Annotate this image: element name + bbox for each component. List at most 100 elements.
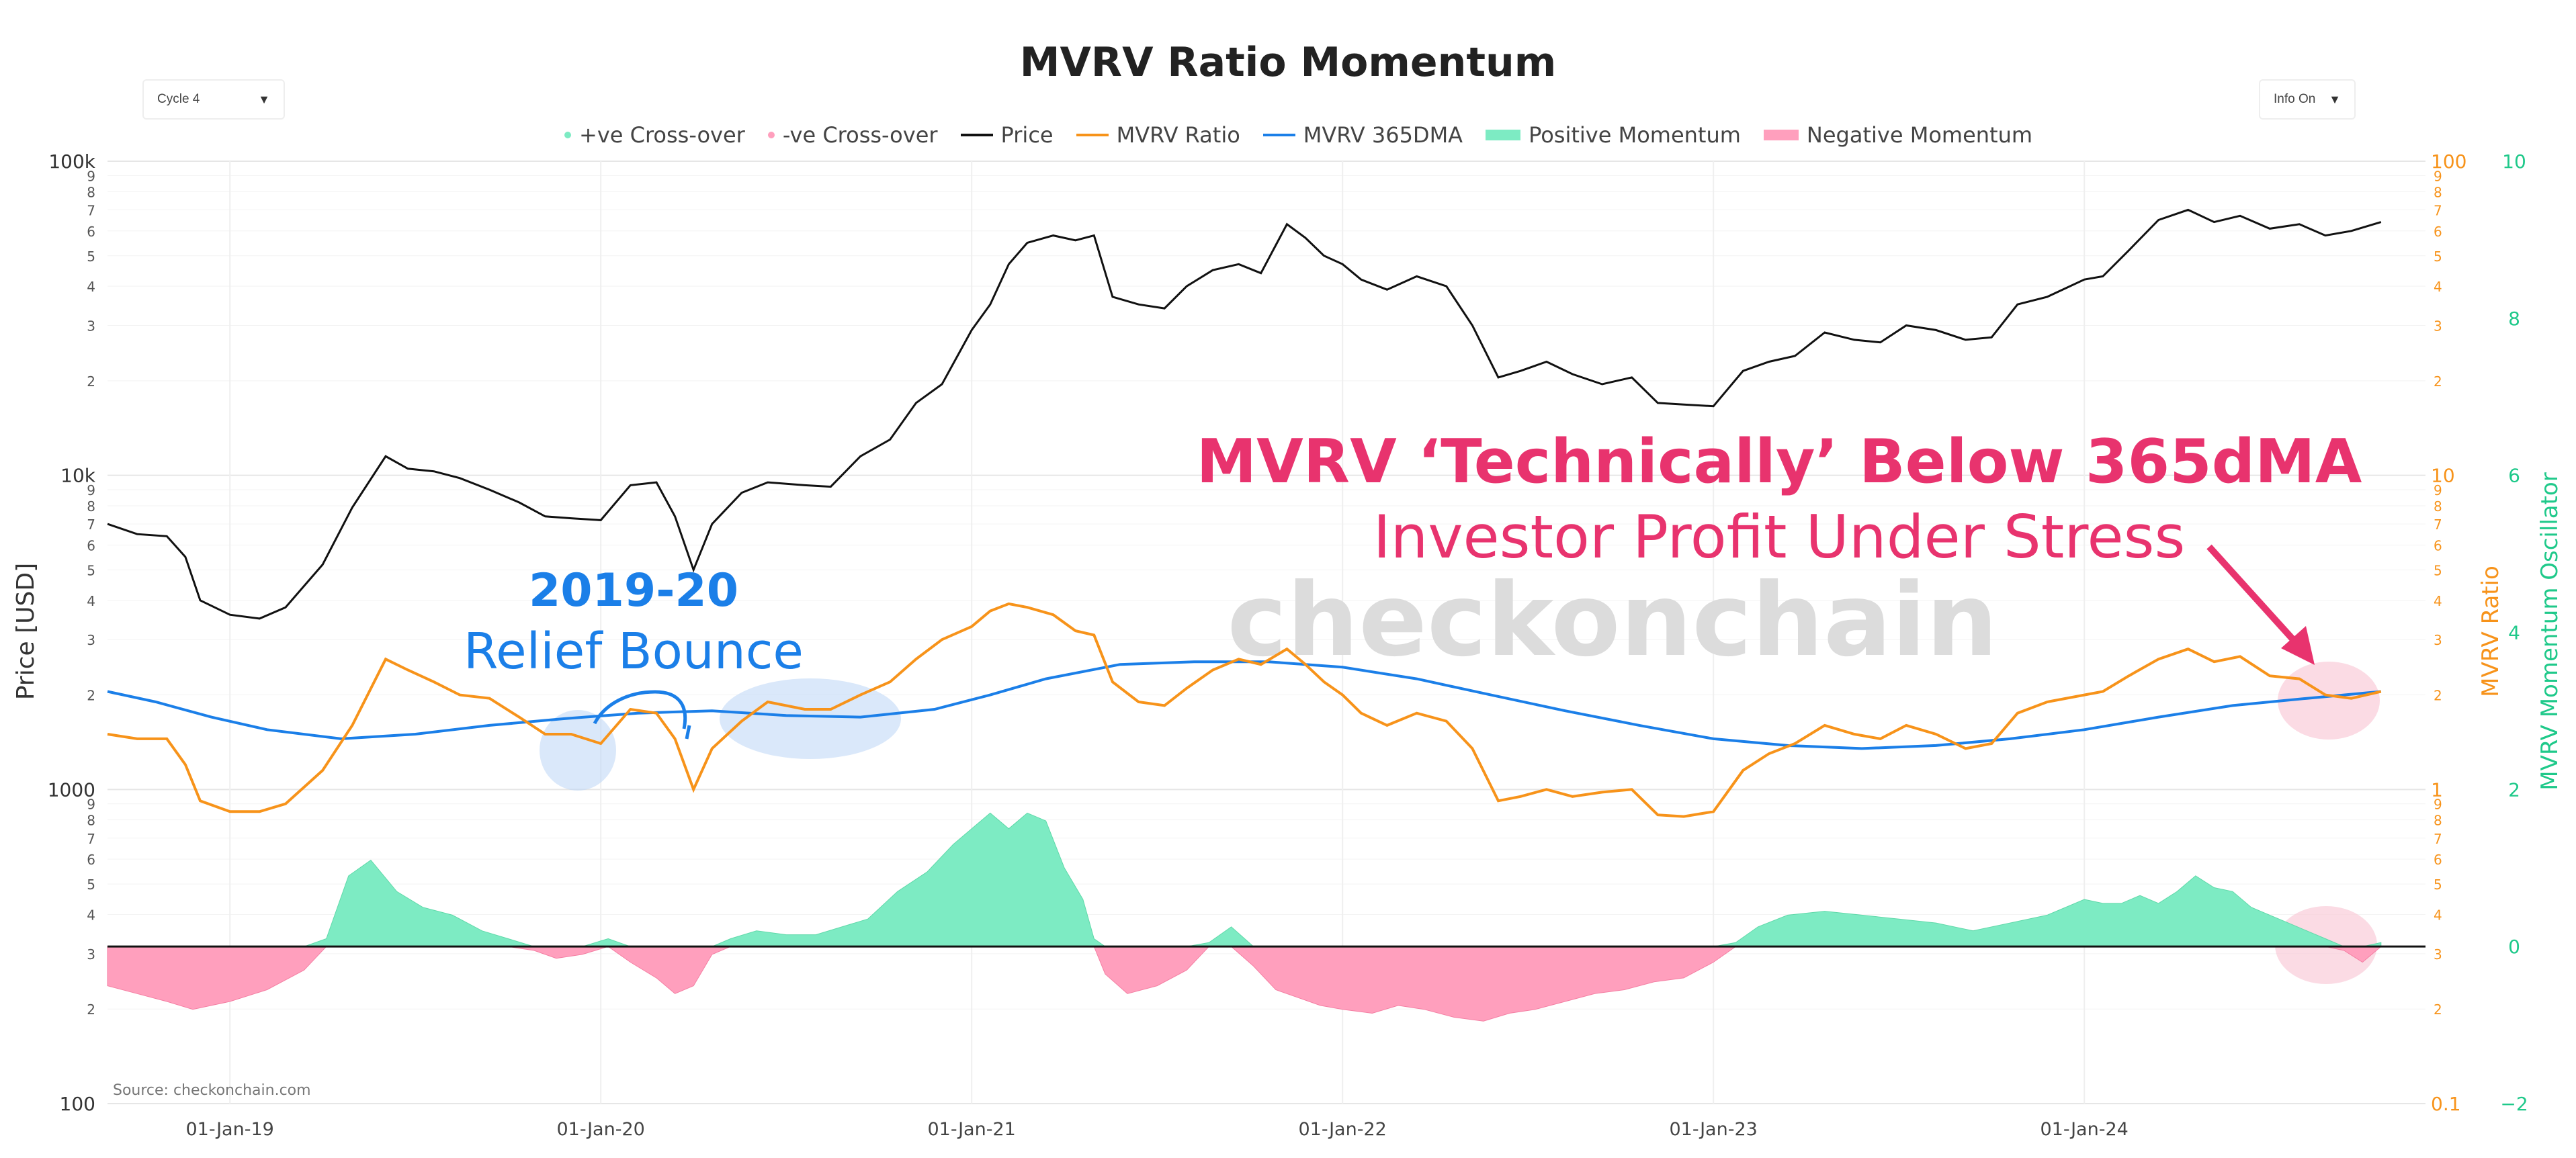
right-mvrv-minor-tick-label: 3 [2434, 946, 2442, 963]
annotations: 2019-20 Relief Bounce MVRV ‘Technically’… [464, 427, 2362, 740]
right-mvrv-minor-tick-label: 4 [2434, 907, 2442, 923]
left-minor-tick-label: 2 [87, 1001, 95, 1018]
right-mvrv-minor-tick-label: 4 [2434, 279, 2442, 295]
left-major-tick-label: 100k [48, 150, 95, 173]
left-minor-tick-label: 5 [87, 562, 95, 578]
left-minor-tick-label: 8 [87, 498, 95, 515]
legend-label: MVRV 365DMA [1303, 122, 1463, 148]
left-minor-tick-label: 7 [87, 202, 95, 218]
left-minor-tick-label: 2 [87, 373, 95, 390]
source-text: Source: checkonchain.com [113, 1082, 311, 1099]
negative-momentum-area [107, 946, 2382, 1022]
x-tick-label: 01-Jan-19 [185, 1119, 273, 1140]
right-mvrv-minor-tick-label: 5 [2434, 249, 2442, 265]
left-minor-tick-label: 8 [87, 184, 95, 200]
legend-swatch [1076, 134, 1109, 136]
left-minor-tick-label: 7 [87, 517, 95, 533]
legend-swatch [767, 132, 775, 138]
left-axis-title: Price [USD] [12, 563, 40, 700]
legend-item-price[interactable]: Price [960, 122, 1054, 148]
right-osc-tick-label: 0 [2508, 936, 2520, 958]
info-select[interactable]: Info On ▼ [2259, 79, 2356, 120]
hand-drawn-arc [593, 690, 687, 729]
price-line [107, 208, 2382, 620]
right-mvrv-minor-tick-label: 3 [2434, 632, 2442, 648]
left-major-tick-label: 10k [60, 465, 96, 487]
left-minor-tick-label: 9 [87, 482, 95, 498]
right-mvrv-minor-tick-label: 6 [2434, 852, 2442, 868]
right-mvrv-minor-tick-label: 8 [2434, 813, 2442, 829]
right-axis-title-mvrv: MVRV Ratio [2477, 566, 2504, 697]
left-minor-tick-label: 3 [87, 946, 95, 963]
right-mvrv-minor-tick-label: 4 [2434, 593, 2442, 609]
right-mvrv-major-tick-label: 10 [2431, 465, 2455, 487]
x-tick-label: 01-Jan-22 [1298, 1119, 1386, 1140]
right-mvrv-minor-tick-label: 9 [2434, 797, 2442, 813]
legend-item-mvrv[interactable]: MVRV Ratio [1076, 122, 1240, 148]
right-mvrv-minor-tick-label: 5 [2434, 562, 2442, 578]
right-mvrv-minor-tick-label: 7 [2434, 517, 2442, 533]
x-tick-label: 01-Jan-23 [1669, 1119, 1757, 1140]
x-tick-label: 01-Jan-20 [556, 1119, 644, 1140]
left-major-tick-label: 100 [60, 1093, 95, 1115]
left-minor-tick-label: 9 [87, 797, 95, 813]
left-minor-tick-label: 8 [87, 813, 95, 829]
right-mvrv-minor-tick-label: 7 [2434, 831, 2442, 847]
legend-item-neg-crossover[interactable]: -ve Cross-over [767, 122, 938, 148]
left-minor-tick-label: 4 [87, 593, 95, 609]
series-lines [107, 208, 2382, 818]
legend-item-positive[interactable]: Positive Momentum [1486, 122, 1741, 148]
annotation-relief-bounce: Relief Bounce [464, 623, 804, 680]
x-tick-label: 01-Jan-24 [2040, 1119, 2128, 1140]
cycle-select-value: Cycle 4 [157, 92, 200, 106]
left-minor-tick-label: 5 [87, 877, 95, 893]
right-mvrv-minor-tick-label: 2 [2434, 1001, 2442, 1018]
right-mvrv-minor-tick-label: 8 [2434, 184, 2442, 200]
highlight-ellipse-blue [540, 710, 616, 791]
right-osc-tick-label: 2 [2508, 778, 2520, 801]
left-minor-tick-label: 4 [87, 279, 95, 295]
left-minor-tick-label: 3 [87, 632, 95, 648]
left-minor-tick-label: 9 [87, 168, 95, 184]
right-mvrv-minor-tick-label: 7 [2434, 202, 2442, 218]
right-osc-tick-label: 4 [2508, 622, 2520, 644]
chevron-down-icon: ▼ [2329, 92, 2341, 106]
oscillator-area [107, 812, 2425, 1022]
legend-label: +ve Cross-over [579, 122, 745, 148]
right-mvrv-major-tick-label: 0.1 [2431, 1093, 2461, 1115]
left-minor-tick-label: 3 [87, 318, 95, 335]
right-mvrv-major-tick-label: 1 [2431, 778, 2443, 801]
right-mvrv-minor-tick-label: 6 [2434, 537, 2442, 553]
right-mvrv-minor-tick-label: 6 [2434, 224, 2442, 240]
right-mvrv-minor-tick-label: 5 [2434, 877, 2442, 893]
legend-label: MVRV Ratio [1116, 122, 1240, 148]
legend-swatch [1763, 130, 1799, 140]
hand-drawn-tick [685, 725, 691, 740]
positive-momentum-area [108, 812, 2382, 947]
left-minor-tick-label: 6 [87, 852, 95, 868]
axes: 01-Jan-19 01-Jan-20 01-Jan-21 01-Jan-22 01-J… [12, 150, 2563, 1140]
legend-item-pos-crossover[interactable]: +ve Cross-over [564, 122, 745, 148]
left-minor-tick-label: 6 [87, 537, 95, 553]
right-mvrv-minor-tick-label: 2 [2434, 688, 2442, 704]
right-mvrv-minor-tick-label: 9 [2434, 482, 2442, 498]
annotation-arrow-shaft [2206, 544, 2301, 648]
info-select-value: Info On [2274, 92, 2316, 106]
cycle-select[interactable]: Cycle 4 ▼ [142, 79, 285, 120]
legend-swatch [960, 134, 993, 136]
legend-item-negative[interactable]: Negative Momentum [1763, 122, 2032, 148]
annotation-investor-profit-under-stress: Investor Profit Under Stress [1373, 502, 2186, 572]
right-osc-tick-label: 8 [2508, 308, 2520, 330]
legend-label: Positive Momentum [1529, 122, 1741, 148]
legend-item-dma[interactable]: MVRV 365DMA [1262, 122, 1463, 148]
legend: +ve Cross-over -ve Cross-over Price MVRV… [564, 118, 2032, 152]
right-mvrv-major-tick-label: 100 [2431, 150, 2466, 173]
legend-swatch [1262, 134, 1295, 136]
annotation-arrow-head [2281, 626, 2315, 665]
right-osc-tick-label: −2 [2500, 1093, 2528, 1115]
right-mvrv-minor-tick-label: 2 [2434, 373, 2442, 390]
legend-label: Price [1000, 122, 1054, 148]
left-major-tick-label: 1000 [48, 778, 95, 801]
left-minor-tick-label: 2 [87, 688, 95, 704]
annotation-2019-20: 2019-20 [529, 564, 738, 617]
